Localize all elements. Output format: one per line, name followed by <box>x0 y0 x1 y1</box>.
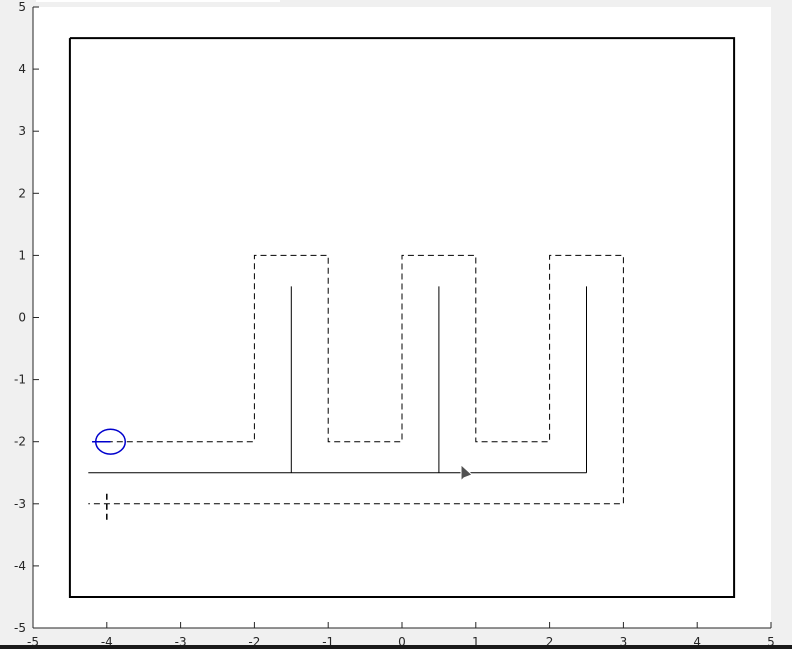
y-tick-label: 5 <box>18 0 26 14</box>
x-tick-label: -4 <box>101 635 113 649</box>
x-tick-label: -3 <box>175 635 187 649</box>
x-tick-label: -5 <box>27 635 39 649</box>
toolbar-strip <box>36 0 280 2</box>
y-tick-label: 0 <box>18 311 26 325</box>
bottom-bar <box>0 645 792 649</box>
marker-layer <box>92 428 126 520</box>
y-tick-label: -4 <box>14 559 26 573</box>
cursor-layer <box>460 463 473 482</box>
x-tick-label: 5 <box>767 635 775 649</box>
y-tick-label: 1 <box>18 248 26 262</box>
y-tick-label: 2 <box>18 186 26 200</box>
y-tick-label: 4 <box>18 62 26 76</box>
tick-layer: -5 -4 -3 -2 -1 0 1 2 3 4 5 5 4 3 2 1 0 -1 -2 -3 -4 -5 <box>14 0 775 649</box>
x-tick-label: -2 <box>248 635 260 649</box>
y-tick-label: 3 <box>18 124 26 138</box>
x-tick-label: 3 <box>620 635 628 649</box>
x-tick-label: 2 <box>546 635 554 649</box>
plot-layer <box>68 37 736 598</box>
series-5-dashed-line <box>88 254 624 505</box>
x-tick-label: 0 <box>398 635 406 649</box>
series-0-solid-line <box>68 37 736 598</box>
x-tick-label: -1 <box>322 635 334 649</box>
y-tick-label: -3 <box>14 497 26 511</box>
y-tick-label: -2 <box>14 435 26 449</box>
y-tick-label: -1 <box>14 373 26 387</box>
mouse-cursor-icon <box>460 463 473 482</box>
x-tick-label: 4 <box>693 635 701 649</box>
y-tick-label: -5 <box>14 621 26 635</box>
x-tick-label: 1 <box>472 635 480 649</box>
